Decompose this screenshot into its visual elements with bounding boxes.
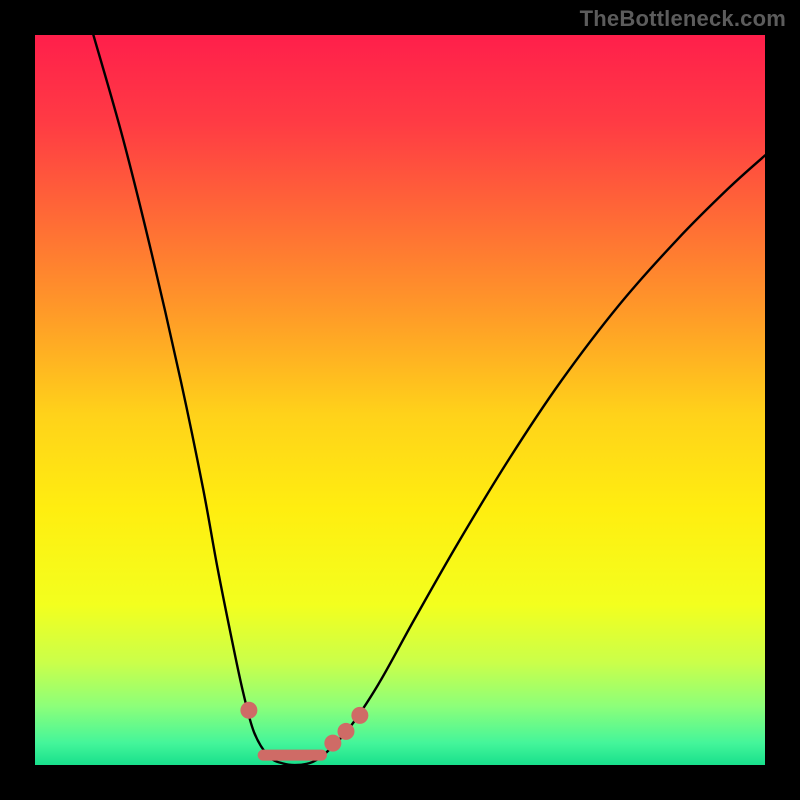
plot-inner: [35, 35, 765, 765]
watermark-text: TheBottleneck.com: [580, 6, 786, 32]
marker-dot: [324, 735, 341, 752]
marker-dot: [337, 723, 354, 740]
chart-frame: TheBottleneck.com: [0, 0, 800, 800]
marker-bar: [258, 750, 327, 761]
marker-dot: [240, 702, 257, 719]
marker-dot: [351, 707, 368, 724]
markers-layer: [35, 35, 765, 765]
plot-area: [35, 35, 765, 765]
marker-dots: [240, 702, 368, 752]
